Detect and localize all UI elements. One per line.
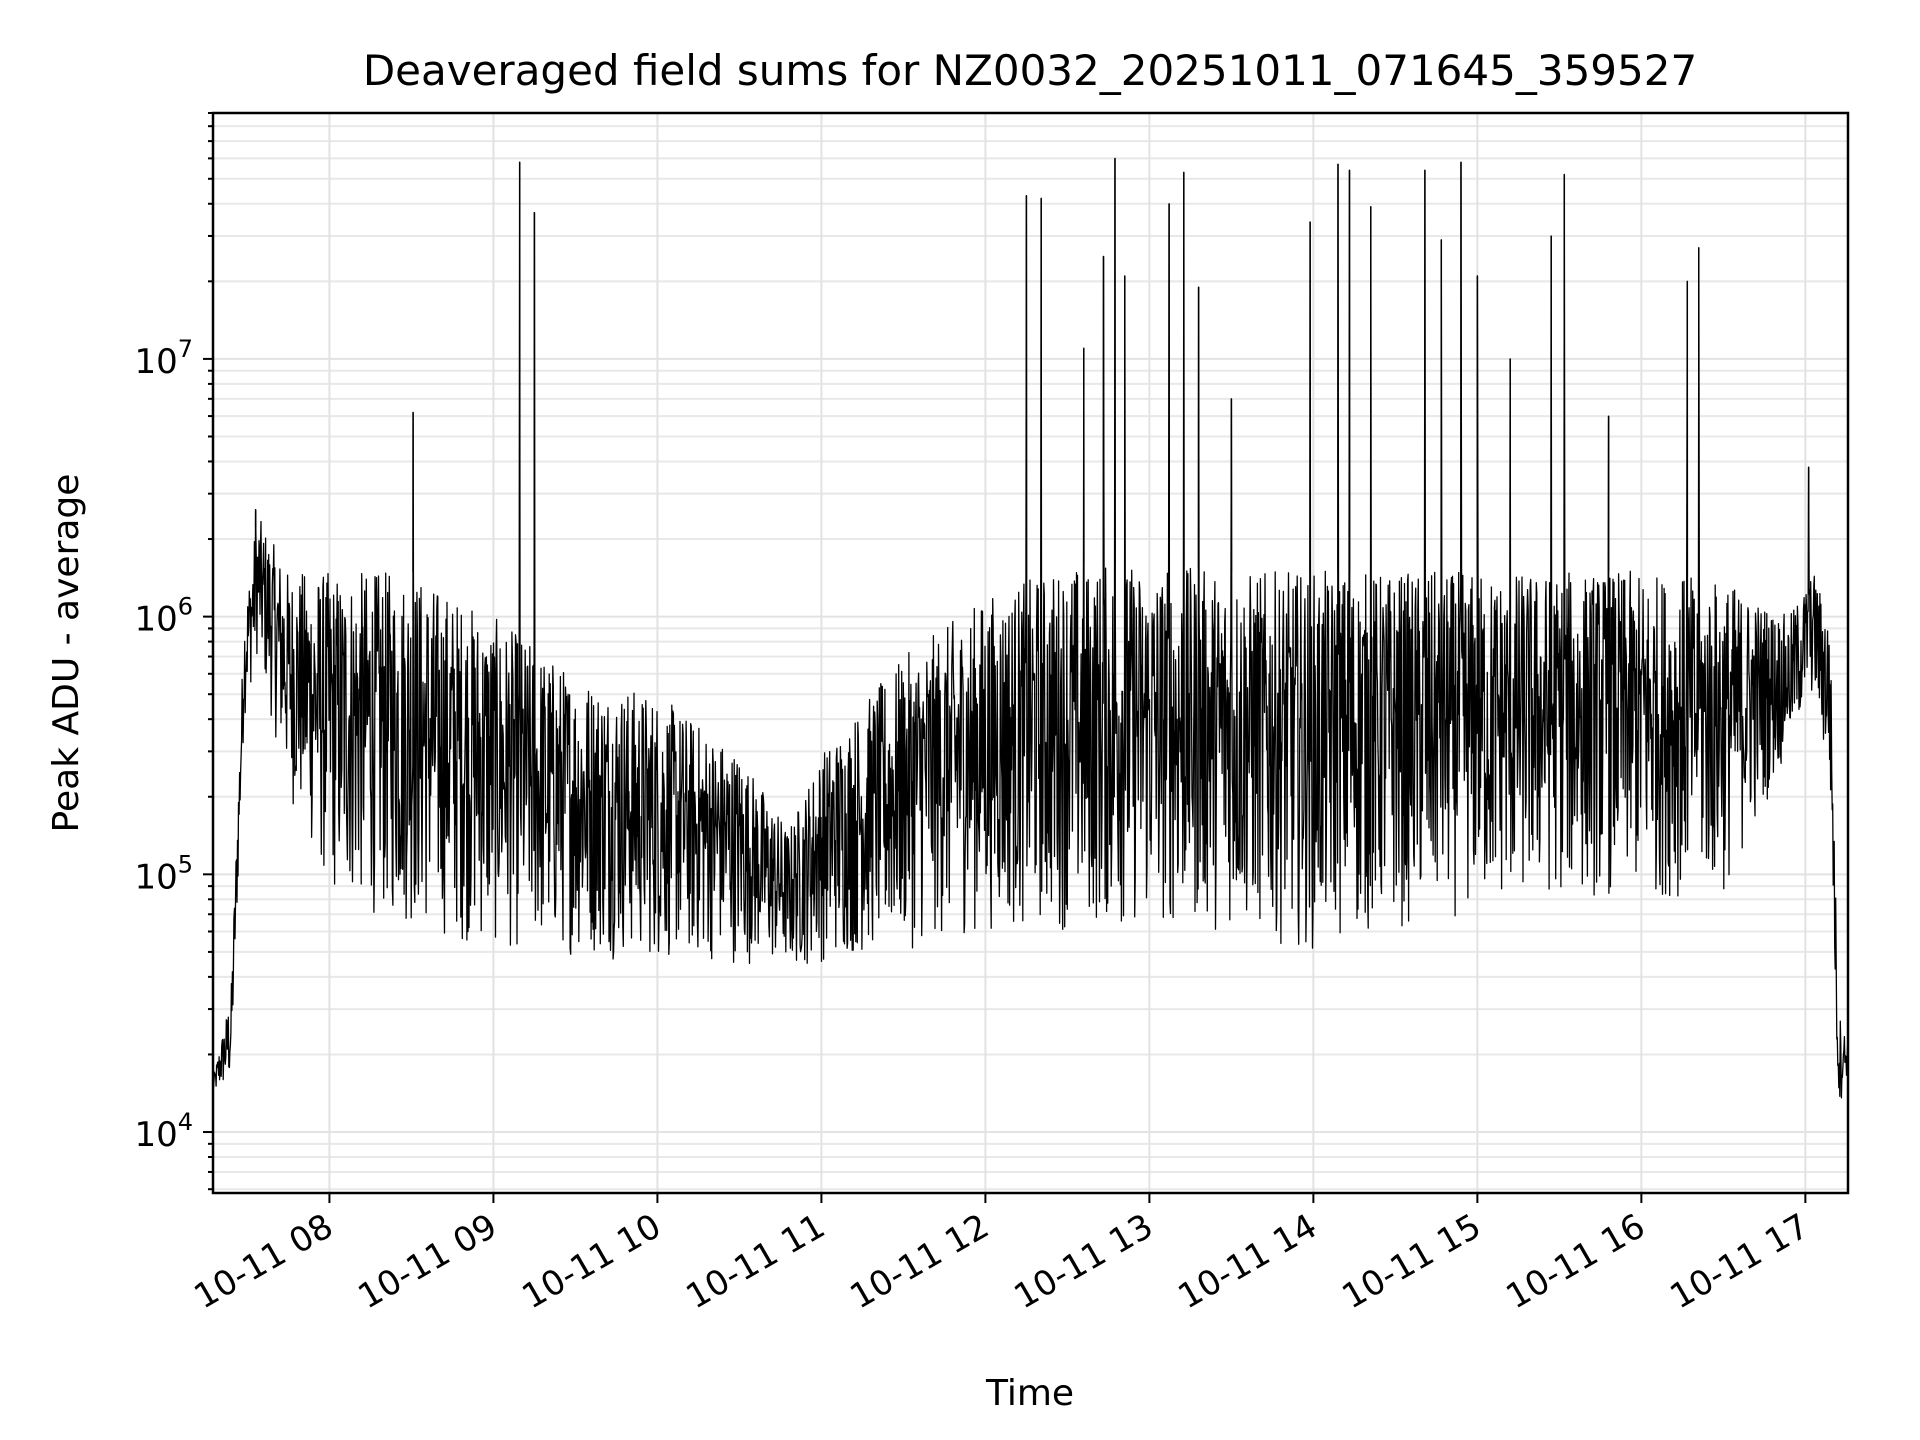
y-tick-labels: 104 105 106 107 bbox=[134, 335, 193, 1155]
y-axis-label: Peak ADU - average bbox=[46, 474, 87, 833]
series-deaveraged-field-sum bbox=[212, 157, 1849, 1099]
y-tick-label: 106 bbox=[134, 593, 193, 640]
series-line bbox=[212, 157, 1849, 1099]
x-axis-label: Time bbox=[985, 1373, 1074, 1414]
y-tick-label: 105 bbox=[134, 850, 193, 897]
axis-ticks bbox=[203, 112, 1807, 1203]
plot-frame bbox=[211, 111, 1850, 1195]
y-tick-label: 104 bbox=[134, 1108, 193, 1155]
chart-title: Deaveraged field sums for NZ0032_2025101… bbox=[363, 46, 1697, 95]
y-tick-label: 107 bbox=[134, 335, 193, 382]
